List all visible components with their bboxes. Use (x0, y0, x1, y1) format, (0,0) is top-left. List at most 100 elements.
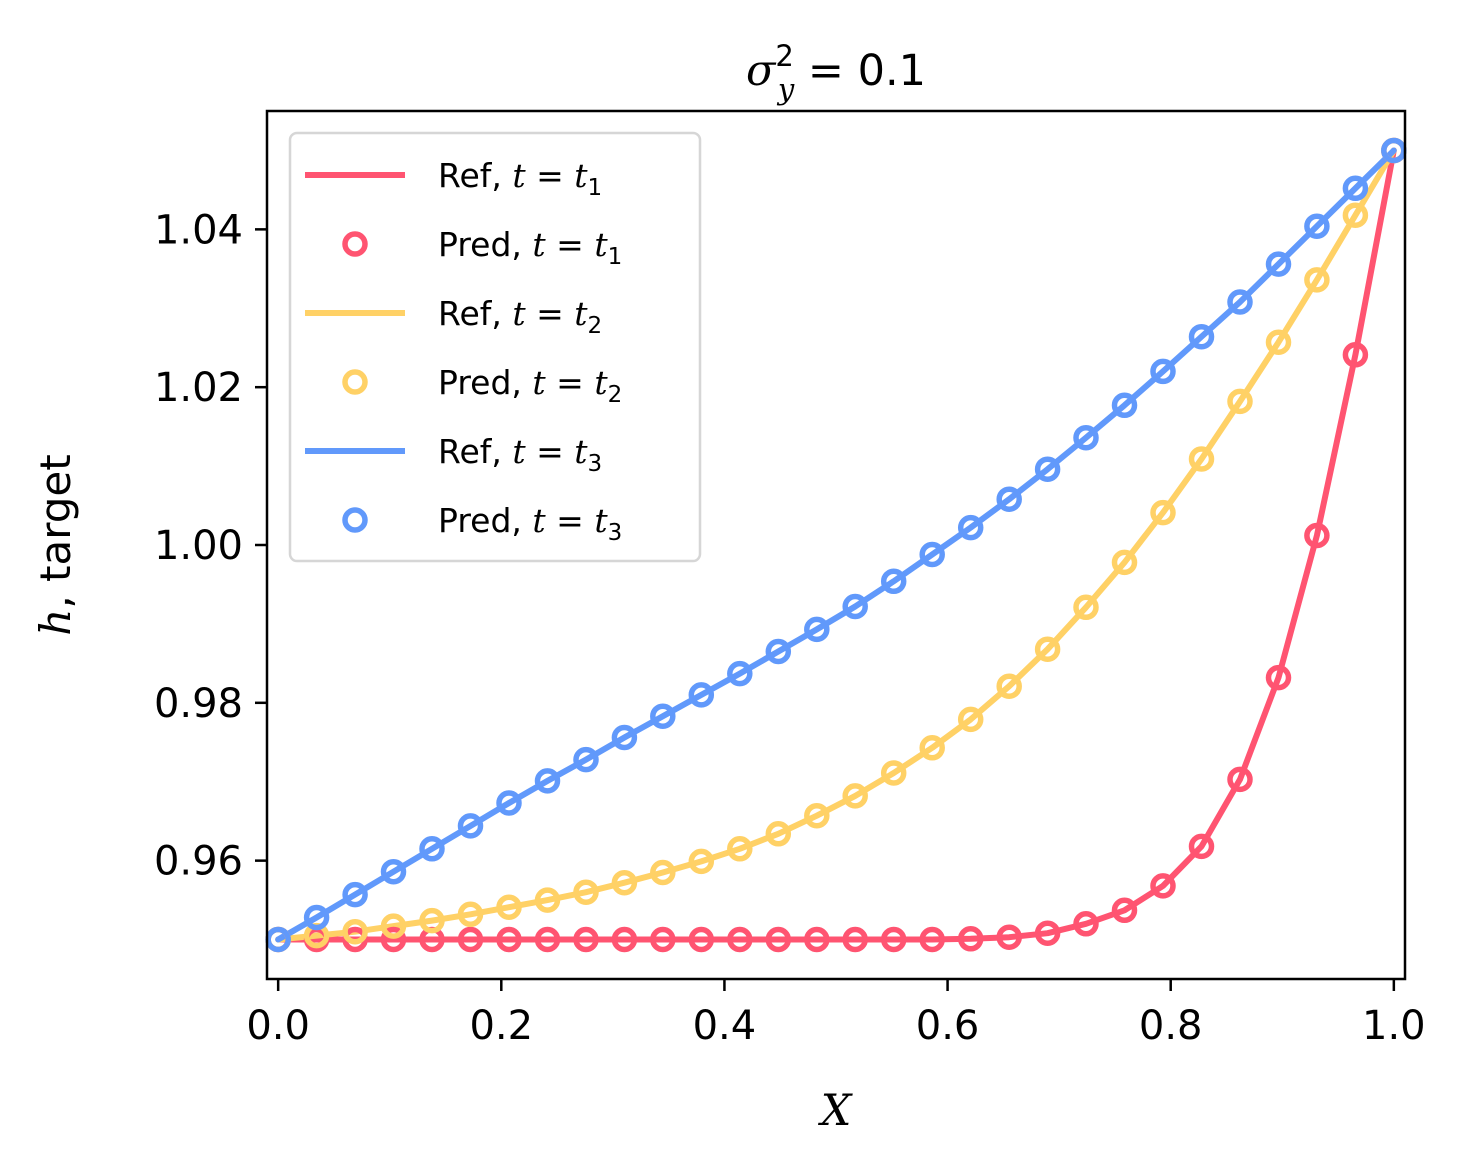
pred-marker-t3 (342, 881, 368, 908)
pred-marker-t1 (919, 926, 945, 953)
pred-marker-t2 (919, 735, 945, 761)
pred-marker-t2 (996, 673, 1022, 699)
pred-marker-t2 (1304, 267, 1330, 293)
pred-marker-t3 (573, 746, 599, 773)
pred-marker-t1 (727, 926, 753, 953)
x-tick-label: 0.0 (246, 1003, 310, 1049)
pred-marker-t3 (1304, 213, 1330, 239)
pred-marker-t1 (765, 926, 792, 953)
pred-marker-t1 (957, 926, 984, 952)
pred-marker-t3 (1227, 289, 1253, 315)
pred-marker-t3 (996, 486, 1022, 512)
x-tick-label: 0.8 (1139, 1003, 1203, 1049)
pred-marker-t2 (611, 869, 638, 896)
x-tick-label: 0.6 (916, 1003, 980, 1049)
pred-marker-t1 (1304, 522, 1330, 549)
pred-marker-t1 (496, 926, 522, 953)
pred-marker-t1 (650, 926, 676, 953)
legend-label: Ref, t = t1 (438, 156, 602, 201)
pred-marker-t3 (303, 904, 330, 931)
pred-marker-t2 (880, 760, 907, 786)
pred-marker-t2 (342, 918, 368, 945)
pred-marker-t2 (1034, 636, 1061, 662)
pred-marker-t1 (996, 924, 1022, 950)
pred-marker-t3 (727, 660, 753, 687)
pred-marker-t1 (457, 926, 484, 953)
pred-marker-t3 (534, 768, 561, 794)
pred-marker-t3 (1265, 251, 1292, 277)
title-sigma: σ (746, 46, 777, 96)
pred-marker-t2 (650, 859, 676, 886)
pred-marker-t2 (1188, 446, 1215, 472)
pred-marker-t2 (688, 848, 715, 875)
title-sub: y (776, 72, 795, 106)
pred-marker-t1 (380, 926, 407, 953)
pred-marker-t1 (573, 926, 599, 953)
x-axis-label: X (818, 1086, 854, 1136)
ticks-layer: 0.0 0.2 0.4 0.6 0.8 1.0 0.96 0.98 1.00 1.02 1.04 (154, 207, 1426, 1049)
pred-marker-t2 (1265, 329, 1292, 355)
pred-marker-t2 (1111, 549, 1138, 576)
legend: Ref, t = t1 Pred, t = t1 Ref, t = t2 Pred, … (288, 131, 702, 563)
legend-marker-t1 (342, 231, 368, 257)
legend-label: Pred, t = t2 (438, 363, 622, 408)
x-tick-label: 1.0 (1362, 1003, 1426, 1049)
y-axis-label-var: h (31, 609, 80, 636)
pred-marker-t2 (573, 879, 599, 905)
pred-marker-t3 (804, 616, 830, 643)
pred-marker-t1 (611, 926, 638, 953)
pred-marker-t3 (765, 638, 792, 665)
pred-marker-t2 (457, 901, 484, 928)
pred-marker-t3 (919, 541, 945, 568)
pred-marker-t1 (1188, 833, 1215, 860)
legend-marker-t3 (342, 507, 368, 533)
pred-marker-t2 (534, 887, 561, 913)
pred-marker-t1 (1034, 920, 1061, 946)
y-tick-label: 1.04 (154, 207, 243, 253)
pred-marker-t1 (804, 926, 830, 953)
pred-marker-t1 (1073, 911, 1099, 937)
legend-label: Pred, t = t3 (438, 501, 622, 546)
pred-marker-t1 (1111, 897, 1138, 924)
pred-marker-t2 (957, 706, 984, 733)
legend-label: Ref, t = t2 (438, 294, 602, 339)
pred-marker-t3 (880, 568, 907, 595)
pred-marker-t1 (1150, 873, 1176, 899)
legend-label: Ref, t = t3 (438, 432, 602, 477)
pred-marker-t2 (419, 907, 445, 934)
pred-marker-t1 (880, 926, 907, 953)
pred-marker-t2 (765, 821, 792, 847)
pred-marker-t3 (688, 682, 715, 708)
y-axis-label: h, target (31, 454, 80, 635)
pred-marker-t3 (1188, 323, 1215, 350)
pred-marker-t2 (1342, 202, 1369, 228)
pred-marker-t3 (496, 790, 522, 816)
pred-marker-t1 (1342, 342, 1369, 368)
x-tick-label: 0.2 (469, 1003, 533, 1049)
pred-marker-t2 (380, 913, 407, 939)
pred-marker-t3 (842, 593, 868, 620)
pred-marker-t1 (1265, 664, 1292, 691)
pred-marker-t3 (419, 836, 445, 862)
title-rest: = 0.1 (794, 46, 926, 96)
pred-marker-t3 (1034, 456, 1061, 482)
pred-marker-t3 (1342, 175, 1369, 202)
pred-marker-t2 (1150, 499, 1176, 526)
chart-title: σ2 y = 0.1 (746, 39, 926, 106)
pred-marker-t2 (1073, 594, 1099, 621)
legend-frame (288, 131, 702, 563)
pred-marker-t3 (650, 703, 676, 729)
pred-marker-t1 (1227, 766, 1253, 793)
legend-marker-t2 (342, 369, 368, 395)
ref-line-t1 (275, 147, 1397, 943)
y-tick-label: 1.02 (154, 365, 243, 411)
pred-marker-t3 (380, 858, 407, 885)
pred-marker-t3 (1111, 392, 1138, 419)
pred-marker-t1 (534, 926, 561, 953)
pred-marker-t2 (496, 894, 522, 920)
series-layer (265, 137, 1407, 953)
pred-marker-t3 (957, 514, 984, 541)
pred-marker-t2 (727, 836, 753, 862)
pred-marker-t1 (688, 926, 715, 953)
pred-marker-t3 (1073, 424, 1099, 451)
